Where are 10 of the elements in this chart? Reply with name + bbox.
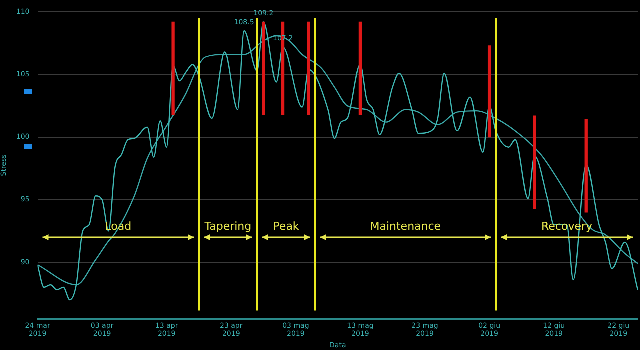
annotation: Tapering (204, 220, 252, 233)
bar (584, 119, 588, 213)
bar (307, 22, 310, 116)
annotation: Maintenance (370, 220, 442, 233)
bar (262, 22, 266, 116)
bar (172, 22, 175, 116)
bar (533, 116, 536, 210)
annotation: Peak (273, 220, 300, 233)
bar (358, 22, 362, 116)
bar (488, 46, 492, 138)
